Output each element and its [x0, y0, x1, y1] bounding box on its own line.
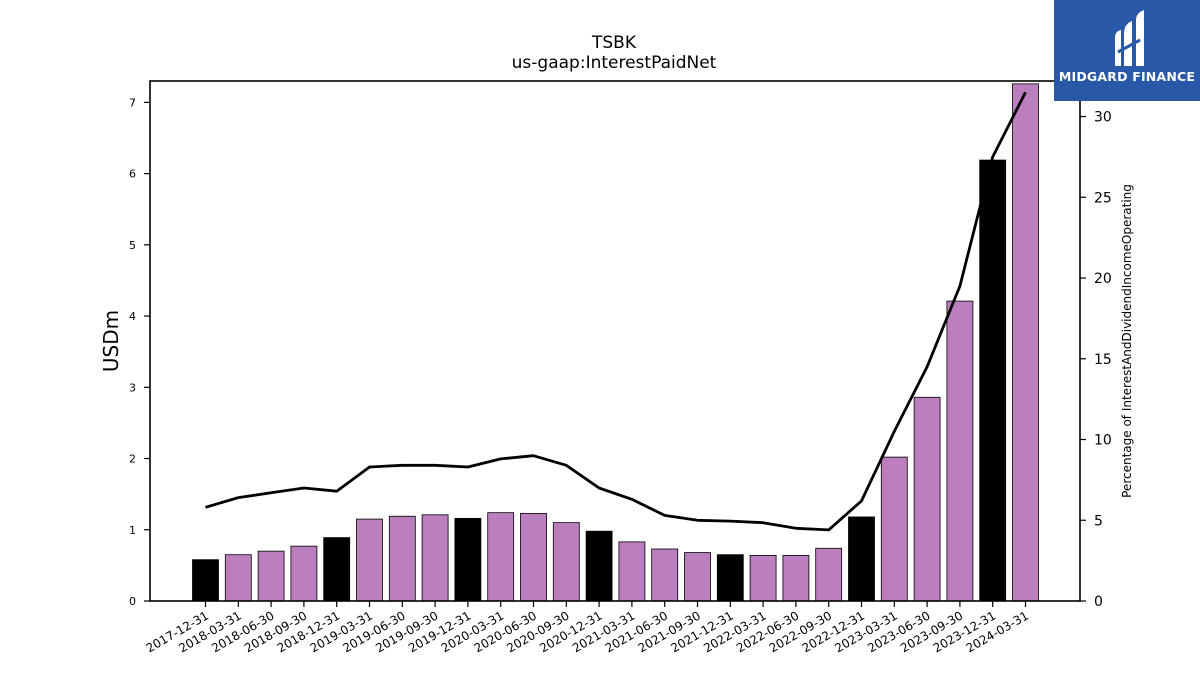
bar-2017-12-31: [192, 559, 219, 602]
bar-2022-12-31: [848, 516, 875, 602]
plot-frame: [149, 80, 1081, 602]
bar-2023-12-31: [979, 159, 1007, 602]
y2-tick-label: 0: [1094, 594, 1103, 610]
y-tick-label: 0: [129, 595, 136, 608]
bar-2021-06-30: [651, 548, 679, 602]
y2-tick-label: 10: [1094, 433, 1112, 449]
y2-tick-label: 15: [1094, 352, 1112, 368]
bar-2020-09-30: [552, 522, 580, 602]
bar-2019-09-30: [421, 514, 449, 602]
bar-2020-12-31: [585, 530, 613, 602]
bar-2022-06-30: [782, 555, 810, 602]
bar-2019-06-30: [388, 515, 416, 602]
y2-tick-label: 25: [1094, 190, 1112, 206]
y2-axis: 0 5 10 15 20 25 30: [1080, 110, 1112, 610]
x-axis: 2017-12-312018-03-312018-06-302018-09-30…: [144, 601, 1031, 655]
bar-2020-06-30: [520, 512, 547, 602]
y-tick-label: 5: [129, 239, 136, 252]
bar-2019-03-31: [356, 518, 383, 602]
bar-2023-03-31: [880, 456, 908, 602]
bar-2023-06-30: [913, 396, 941, 602]
bar-2021-03-31: [618, 541, 646, 602]
y-tick-label: 2: [129, 453, 136, 466]
bar-2018-09-30: [290, 545, 318, 602]
brand-logo: MIDGARD FINANCE: [1054, 0, 1200, 101]
chart-title: TSBK: [591, 33, 637, 53]
bar-2018-12-31: [323, 537, 351, 602]
bar-2021-09-30: [684, 552, 711, 602]
y-tick-label: 1: [129, 524, 136, 537]
logo-mark-icon: [1115, 10, 1144, 66]
bar-2024-03-31: [1012, 83, 1039, 602]
bar-2018-06-30: [257, 550, 285, 602]
bar-2022-09-30: [815, 547, 843, 602]
y2-axis-label: Percentage of InterestAndDividendIncomeO…: [1120, 184, 1134, 498]
logo-text: MIDGARD FINANCE: [1058, 69, 1196, 84]
bar-2022-03-31: [749, 555, 777, 602]
y2-tick-label: 5: [1094, 513, 1103, 529]
chart-subtitle: us-gaap:InterestPaidNet: [512, 53, 717, 73]
bar-2018-03-31: [224, 554, 252, 602]
bar-2019-12-31: [454, 517, 482, 602]
y-axis-label: USDm: [99, 310, 123, 372]
y2-tick-label: 20: [1094, 271, 1112, 287]
bar-2023-09-30: [946, 300, 974, 602]
y-tick-label: 7: [129, 96, 136, 109]
percentage-line: [205, 91, 1027, 532]
y2-tick-label: 30: [1094, 110, 1112, 126]
bar-2021-12-31: [716, 554, 744, 602]
line-series: [205, 91, 1027, 532]
bar-series: [192, 83, 1039, 602]
bar-2020-03-31: [487, 512, 515, 602]
y-axis: 0 1 2 3 4 5 6 7: [129, 96, 150, 608]
y-tick-label: 6: [129, 168, 136, 181]
y-tick-label: 4: [129, 310, 136, 323]
y-tick-label: 3: [129, 381, 136, 394]
